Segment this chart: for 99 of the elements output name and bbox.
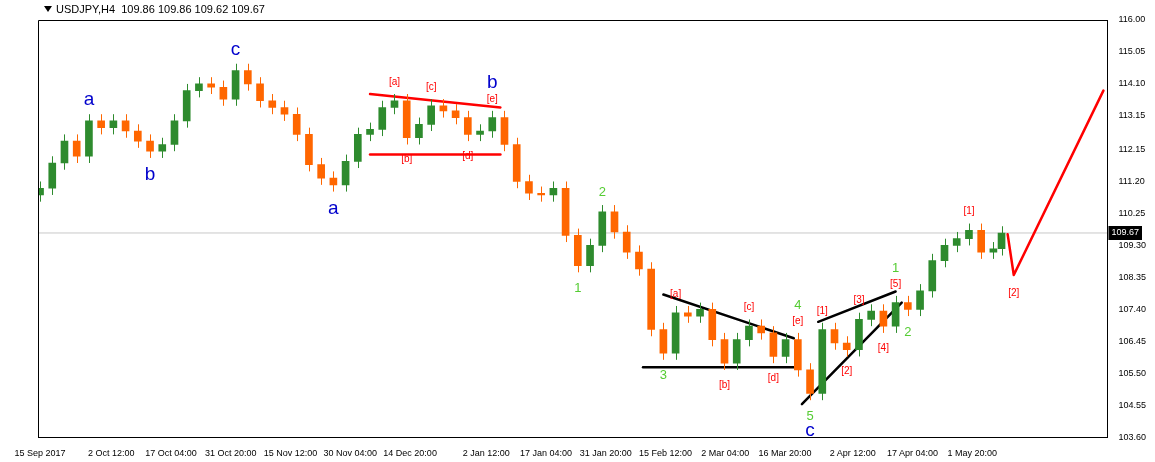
candlestick — [402, 93, 411, 145]
candlestick — [708, 302, 717, 347]
y-tick-label: 103.60 — [1118, 431, 1146, 442]
candlestick — [916, 283, 924, 317]
annotation: [1] — [816, 304, 829, 316]
annotation: a — [83, 88, 95, 110]
candlestick — [684, 305, 692, 324]
y-tick-label: 108.35 — [1118, 271, 1146, 282]
x-tick-label: 15 Nov 12:00 — [263, 448, 318, 459]
candlestick — [182, 83, 191, 129]
annotation: [d] — [767, 371, 780, 383]
candlestick — [366, 122, 374, 142]
annotation: [e] — [792, 314, 804, 326]
x-tick-label: 2 Apr 12:00 — [829, 448, 876, 459]
candlestick — [415, 117, 423, 145]
candlestick — [378, 100, 387, 137]
candlestick — [867, 303, 875, 327]
annotation: [a] — [388, 75, 401, 87]
candlestick — [488, 110, 497, 139]
candlestick — [292, 106, 301, 142]
x-tick-label: 17 Oct 04:00 — [145, 448, 197, 459]
annotation: a — [328, 196, 340, 218]
candlestick — [146, 133, 154, 159]
annotation: 1 — [574, 279, 582, 295]
candlestick — [158, 137, 167, 159]
x-tick-label: 15 Feb 12:00 — [638, 448, 692, 459]
annotation: [b] — [718, 378, 731, 390]
candlestick — [855, 312, 863, 357]
x-tick-label: 15 Sep 2017 — [14, 448, 66, 459]
annotation: [3] — [853, 294, 865, 306]
x-tick-label: 30 Nov 04:00 — [323, 448, 378, 459]
candlestick — [818, 322, 827, 401]
x-tick-label: 14 Dec 20:00 — [383, 448, 437, 459]
candlestick — [598, 204, 607, 253]
x-tick-label: 17 Apr 04:00 — [887, 448, 939, 459]
annotation: [5] — [890, 277, 902, 289]
y-tick-label: 104.55 — [1118, 399, 1146, 410]
candlestick — [586, 238, 594, 273]
annotation: [2] — [1008, 286, 1020, 298]
x-tick-label: 2 Mar 04:00 — [701, 448, 750, 459]
candlestick — [427, 98, 435, 132]
candlestick — [268, 93, 277, 115]
x-tick-label: 2 Oct 12:00 — [88, 448, 135, 459]
annotation: b — [144, 163, 156, 185]
annotation: [e] — [486, 92, 499, 104]
candlestick — [464, 110, 472, 142]
candlestick — [476, 123, 484, 142]
y-tick-label: 114.10 — [1118, 78, 1146, 89]
candlestick — [574, 228, 582, 273]
candlestick — [794, 332, 802, 378]
candlestick — [512, 137, 521, 189]
x-tick-label: 31 Jan 20:00 — [579, 448, 632, 459]
candlestick — [952, 231, 961, 253]
candlestick — [243, 63, 252, 92]
annotation: 2 — [904, 323, 912, 339]
candlestick — [48, 155, 57, 196]
annotation: 1 — [892, 260, 900, 276]
candlestick — [72, 133, 81, 164]
x-tick-label: 31 Oct 20:00 — [205, 448, 257, 459]
candlestick — [85, 113, 93, 164]
candlestick — [353, 127, 362, 169]
y-tick-label: 109.30 — [1118, 239, 1146, 250]
annotation: 4 — [794, 297, 802, 313]
x-tick-label: 17 Jan 04:00 — [519, 448, 572, 459]
ref-line-label: 109.67 — [1111, 227, 1139, 238]
candlestick — [317, 157, 325, 186]
y-tick-label: 116.00 — [1118, 14, 1146, 25]
annotation: [1] — [963, 205, 975, 217]
candlestick — [647, 261, 655, 337]
annotation: 2 — [598, 183, 606, 199]
candlestick — [806, 362, 814, 401]
annotation: b — [486, 71, 498, 93]
x-tick-label: 16 Mar 20:00 — [758, 448, 812, 459]
candlestick — [305, 127, 313, 172]
y-tick-label: 112.15 — [1118, 144, 1146, 155]
candlestick — [525, 174, 533, 201]
candlestick — [928, 253, 937, 299]
candlestick — [207, 76, 215, 95]
y-tick-label: 113.15 — [1118, 110, 1146, 121]
x-tick-label: 1 May 20:00 — [947, 448, 998, 459]
annotation: [a] — [670, 287, 682, 299]
annotation: [c] — [743, 301, 755, 313]
y-tick-label: 105.50 — [1118, 367, 1146, 378]
y-tick-label: 106.45 — [1118, 335, 1146, 346]
y-tick-label: 110.25 — [1118, 207, 1146, 218]
y-tick-label: 115.05 — [1118, 46, 1146, 57]
y-tick-label: 111.20 — [1118, 175, 1145, 186]
candlestick — [745, 318, 753, 347]
candlestick — [732, 332, 741, 371]
candlestick — [904, 295, 912, 317]
x-tick-label: 2 Jan 12:00 — [462, 448, 510, 459]
annotation: [c] — [425, 80, 437, 92]
annotation: [2] — [841, 365, 853, 377]
annotation: 3 — [659, 367, 667, 383]
annotation: [4] — [877, 341, 890, 353]
candlestick — [965, 223, 973, 246]
y-tick-label: 107.40 — [1118, 303, 1146, 314]
chart-title: USDJPY,H4 109.86 109.86 109.62 109.67 — [56, 3, 265, 15]
annotation: c — [230, 37, 241, 59]
